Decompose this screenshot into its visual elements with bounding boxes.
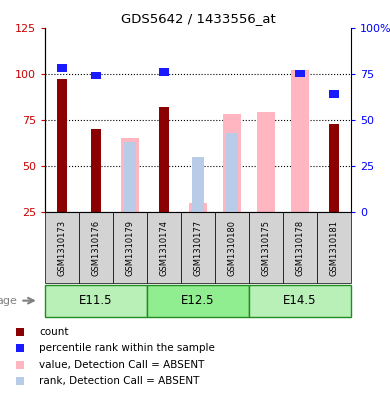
Bar	[223, 114, 241, 212]
Text: E14.5: E14.5	[283, 294, 317, 307]
FancyBboxPatch shape	[147, 212, 181, 283]
Text: GSM1310181: GSM1310181	[330, 220, 339, 275]
Text: rank, Detection Call = ABSENT: rank, Detection Call = ABSENT	[39, 376, 199, 386]
Bar	[91, 129, 101, 212]
Bar	[189, 203, 207, 212]
Text: E11.5: E11.5	[79, 294, 113, 307]
Text: value, Detection Call = ABSENT: value, Detection Call = ABSENT	[39, 360, 204, 370]
Text: E12.5: E12.5	[181, 294, 215, 307]
Text: count: count	[39, 327, 69, 337]
Bar	[121, 138, 139, 212]
Bar	[295, 70, 305, 77]
Bar	[192, 157, 204, 212]
FancyBboxPatch shape	[317, 212, 351, 283]
Bar	[329, 90, 339, 98]
FancyBboxPatch shape	[215, 212, 249, 283]
Bar	[329, 123, 339, 212]
Text: GSM1310178: GSM1310178	[296, 220, 305, 275]
Text: GSM1310177: GSM1310177	[193, 220, 202, 275]
Text: GSM1310173: GSM1310173	[57, 220, 66, 275]
Title: GDS5642 / 1433556_at: GDS5642 / 1433556_at	[121, 12, 275, 25]
FancyBboxPatch shape	[45, 285, 147, 317]
FancyBboxPatch shape	[79, 212, 113, 283]
Text: age: age	[0, 296, 17, 306]
Bar	[226, 133, 238, 212]
FancyBboxPatch shape	[181, 212, 215, 283]
FancyBboxPatch shape	[249, 212, 283, 283]
FancyBboxPatch shape	[249, 285, 351, 317]
Bar	[159, 68, 168, 75]
FancyBboxPatch shape	[283, 212, 317, 283]
Text: GSM1310180: GSM1310180	[227, 220, 236, 275]
Bar	[159, 107, 168, 212]
Bar	[291, 70, 309, 212]
Bar	[91, 72, 101, 79]
Text: percentile rank within the sample: percentile rank within the sample	[39, 343, 215, 353]
Text: GSM1310175: GSM1310175	[261, 220, 270, 275]
Text: GSM1310176: GSM1310176	[91, 220, 100, 275]
FancyBboxPatch shape	[113, 212, 147, 283]
Bar	[57, 64, 67, 72]
Bar	[57, 79, 67, 212]
Bar	[257, 112, 275, 212]
Text: GSM1310179: GSM1310179	[126, 220, 135, 275]
Text: GSM1310174: GSM1310174	[160, 220, 168, 275]
FancyBboxPatch shape	[147, 285, 249, 317]
Bar	[124, 142, 136, 212]
FancyBboxPatch shape	[45, 212, 79, 283]
